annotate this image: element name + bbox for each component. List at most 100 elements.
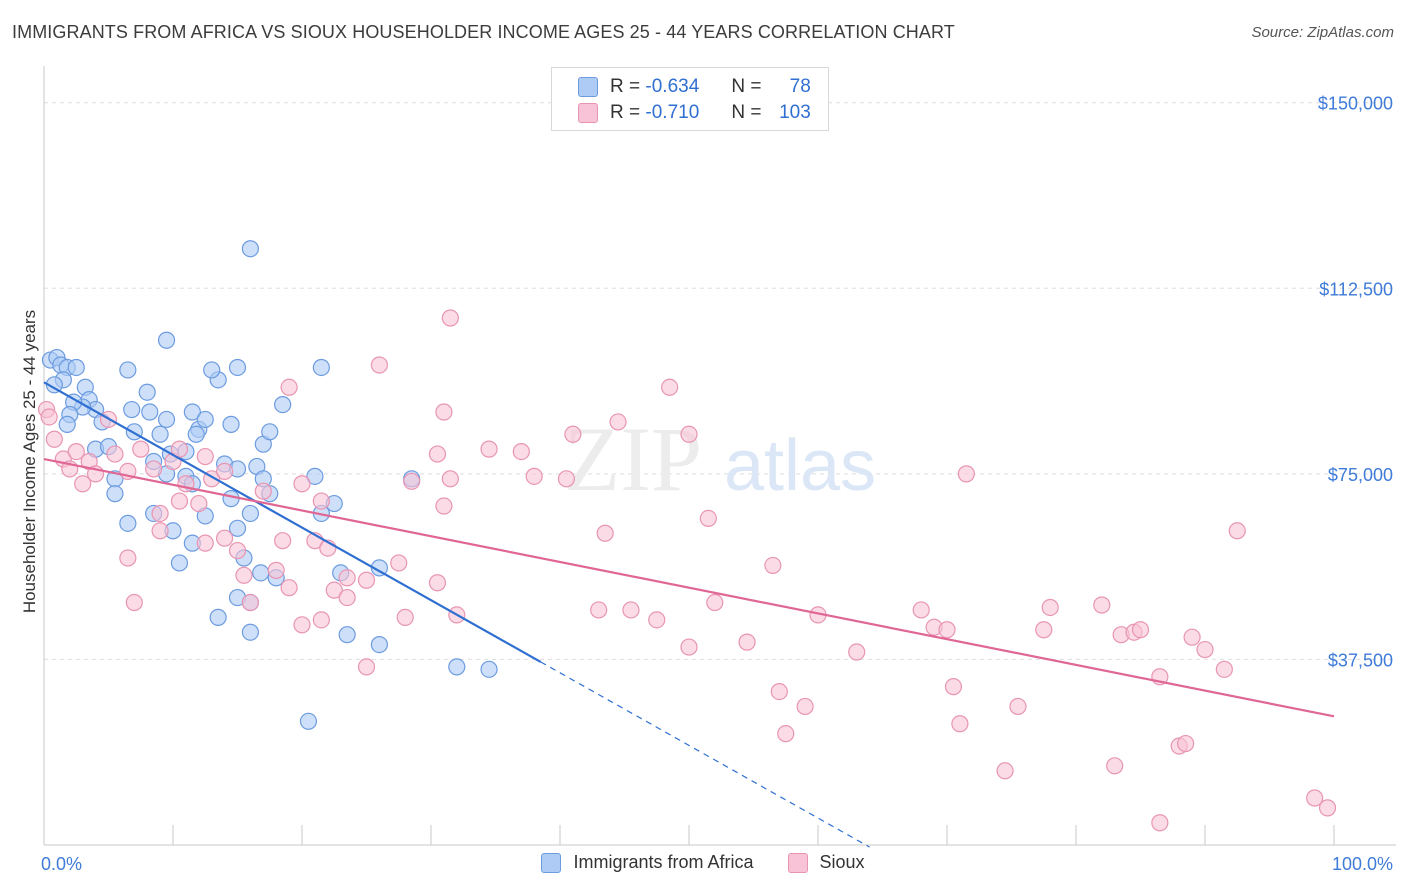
sioux-point: [45, 430, 63, 448]
sioux-point: [1177, 734, 1195, 753]
sioux-point: [151, 504, 169, 523]
sioux-point: [1318, 799, 1337, 817]
sioux-point: [190, 494, 208, 513]
sioux-point: [216, 462, 234, 480]
africa-point: [141, 403, 159, 421]
y-axis-label: Householder Income Ages 25 - 44 years: [20, 310, 39, 613]
sioux-point: [590, 601, 608, 619]
sioux-point: [338, 569, 356, 587]
sioux-point: [680, 425, 698, 443]
africa-point: [58, 415, 76, 433]
sioux-point: [1215, 660, 1233, 678]
legend-item-sioux[interactable]: Sioux: [787, 852, 865, 873]
sioux-point: [435, 403, 453, 421]
africa-point: [274, 395, 292, 414]
africa-legend-swatch: [541, 852, 562, 873]
sioux-point: [106, 445, 124, 463]
sioux-point: [912, 601, 930, 619]
stats-legend: R = -0.634 N = 78 R = -0.710 N = 103: [551, 67, 829, 131]
africa-point: [480, 660, 498, 678]
africa-point: [203, 361, 221, 379]
y-tick-label: $37,500: [1328, 650, 1393, 670]
sioux-point: [280, 579, 298, 597]
stats-legend-row-africa: R = -0.634 N = 78: [578, 75, 811, 99]
y-tick-label: $112,500: [1319, 279, 1393, 299]
africa-point: [312, 358, 330, 377]
legend-item-africa[interactable]: Immigrants from Africa: [541, 852, 754, 873]
sioux-point: [1041, 598, 1059, 617]
sioux-point: [596, 524, 614, 542]
chart-source: Source: ZipAtlas.com: [1251, 24, 1394, 41]
africa-point: [222, 490, 240, 508]
sioux-point: [132, 440, 150, 458]
africa-point: [338, 626, 356, 644]
sioux-point: [1093, 596, 1111, 614]
sioux-point: [338, 588, 356, 607]
sioux-point: [557, 470, 576, 488]
africa-point: [151, 425, 169, 443]
africa-point: [299, 712, 318, 730]
sioux-point: [293, 475, 311, 493]
africa-point: [138, 383, 156, 401]
sioux-point: [228, 541, 247, 560]
sioux-point: [170, 492, 189, 510]
n-value: 78: [789, 76, 811, 97]
africa-point: [228, 519, 247, 537]
watermark-atlas: atlas: [724, 426, 876, 506]
x-tick-label: 0.0%: [41, 854, 82, 874]
sioux-point: [435, 497, 453, 515]
africa-point: [123, 400, 141, 419]
sioux-point: [1106, 757, 1124, 775]
africa-point: [119, 361, 137, 379]
africa-point: [187, 425, 205, 443]
sioux-point: [312, 492, 330, 510]
africa-point: [241, 623, 259, 641]
sioux-point: [312, 611, 330, 629]
sioux-point: [403, 472, 421, 490]
sioux-point: [428, 574, 447, 592]
legend-label-africa: Immigrants from Africa: [573, 852, 754, 872]
sioux-point: [770, 682, 788, 701]
sioux-point: [1228, 522, 1246, 540]
sioux-point: [216, 529, 234, 547]
sioux-point: [254, 482, 272, 500]
sioux-point: [1131, 621, 1150, 639]
africa-point: [370, 635, 388, 654]
sioux-point: [1306, 789, 1324, 807]
sioux-point: [1035, 621, 1053, 639]
sioux-point: [564, 425, 582, 443]
africa-point: [183, 403, 201, 421]
sioux-trend-line: [43, 457, 1335, 718]
sioux-point: [170, 440, 189, 458]
sioux-point: [293, 616, 311, 634]
sioux-point: [119, 549, 137, 567]
sioux-point: [512, 443, 530, 461]
africa-swatch: [578, 77, 598, 97]
sioux-point: [944, 678, 963, 696]
sioux-point: [325, 581, 343, 599]
sioux-point: [357, 658, 376, 676]
sioux-point: [951, 715, 969, 733]
sioux-legend-swatch: [787, 852, 808, 873]
n-label: N =: [731, 102, 762, 123]
r-value: -0.710: [645, 102, 700, 123]
sioux-point: [145, 460, 163, 478]
r-value: -0.634: [645, 76, 700, 97]
sioux-point: [957, 465, 975, 483]
africa-point: [241, 504, 259, 523]
sioux-point: [1009, 697, 1027, 716]
sioux-point: [680, 638, 698, 656]
sioux-point: [648, 611, 666, 629]
africa-point: [106, 485, 124, 503]
africa-point: [222, 415, 240, 433]
stats-legend-row-sioux: R = -0.710 N = 103: [578, 101, 811, 125]
sioux-point: [74, 475, 92, 493]
africa-point: [306, 467, 324, 485]
africa-trend-line: [43, 381, 542, 663]
africa-point: [261, 423, 279, 441]
r-label: R =: [610, 76, 641, 97]
y-tick-label: $75,000: [1328, 465, 1393, 485]
n-label: N =: [731, 76, 762, 97]
africa-trend-extension: [540, 661, 870, 848]
